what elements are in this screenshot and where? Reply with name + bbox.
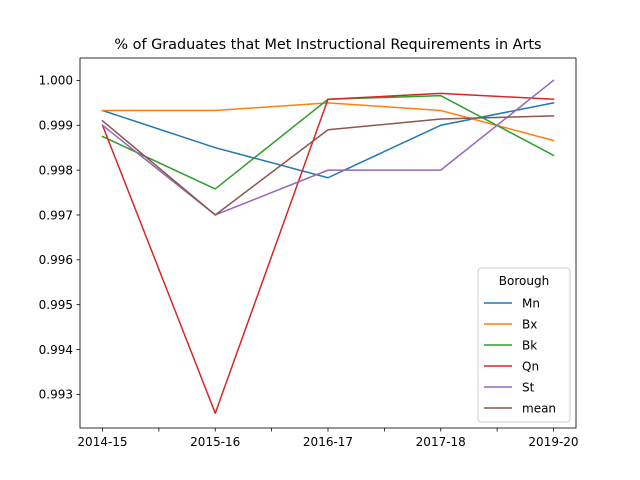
y-tick-label: 0.994: [39, 343, 73, 357]
x-tick-label: 2019-20: [528, 435, 578, 449]
legend-title: Borough: [499, 274, 549, 288]
y-tick-label: 0.999: [39, 119, 73, 133]
y-tick-label: 0.995: [39, 298, 73, 312]
legend-label-Qn: Qn: [522, 359, 539, 373]
x-tick-label: 2017-18: [416, 435, 466, 449]
x-tick-label: 2016-17: [303, 435, 353, 449]
legend: Borough Mn Bx Bk Qn St mean: [477, 267, 571, 423]
x-tick-label: 2014-15: [77, 435, 127, 449]
legend-label-Bx: Bx: [522, 317, 537, 331]
legend-label-St: St: [522, 380, 535, 394]
series-line-St: [101, 79, 555, 216]
y-tick-label: 1.000: [39, 74, 73, 88]
legend-label-mean: mean: [522, 401, 556, 415]
series-line-Bx: [101, 102, 555, 142]
series-line-Qn: [101, 92, 555, 414]
series-line-mean: [101, 115, 555, 216]
legend-label-Mn: Mn: [522, 296, 540, 310]
x-tick-label: 2015-16: [190, 435, 240, 449]
legend-box: [477, 267, 571, 423]
legend-label-Bk: Bk: [522, 338, 537, 352]
y-tick-label: 0.993: [39, 388, 73, 402]
y-tick-label: 0.996: [39, 253, 73, 267]
chart-title: % of Graduates that Met Instructional Re…: [114, 37, 541, 53]
y-tick-label: 0.998: [39, 163, 73, 177]
axes-layer: 2014-15 2015-16 2016-17 2017-18 2019-20 0.993…: [39, 57, 579, 449]
series-layer: [101, 79, 555, 414]
y-tick-label: 0.997: [39, 208, 73, 222]
